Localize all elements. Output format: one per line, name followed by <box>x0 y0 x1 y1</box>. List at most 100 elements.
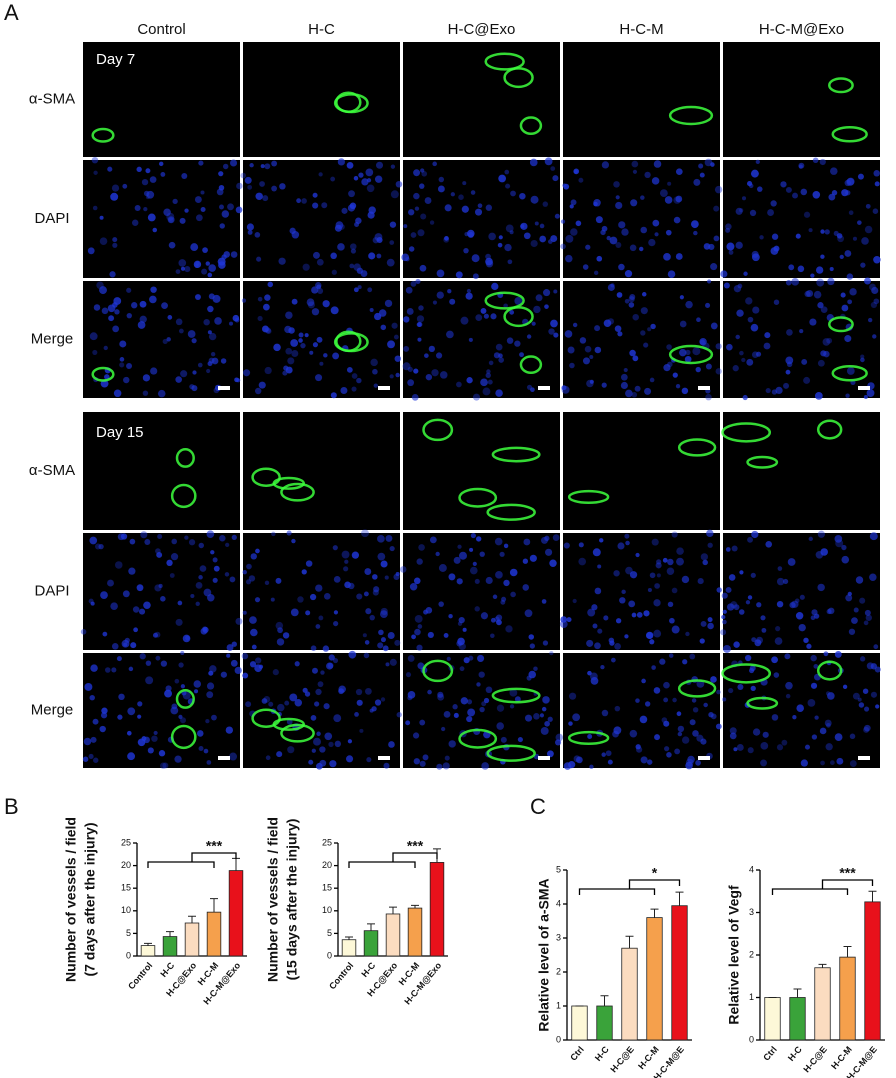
nucleus <box>160 762 167 770</box>
micrograph <box>563 412 720 530</box>
nucleus <box>469 566 478 575</box>
nucleus <box>614 642 621 650</box>
y-axis-label: Number of vessels / field <box>63 817 79 982</box>
nucleus <box>456 578 463 585</box>
micrograph <box>403 651 564 770</box>
nucleus <box>803 637 809 644</box>
nucleus <box>498 174 506 183</box>
nucleus <box>677 731 683 737</box>
bracket <box>771 888 849 895</box>
nucleus <box>629 294 636 300</box>
nucleus <box>181 172 188 179</box>
nucleus <box>151 735 158 742</box>
nucleus <box>750 572 756 578</box>
nucleus <box>424 353 429 358</box>
nucleus <box>715 368 722 375</box>
nucleus <box>301 198 307 204</box>
nucleus <box>526 334 532 339</box>
nucleus <box>278 257 286 265</box>
nucleus <box>261 325 269 333</box>
nucleus <box>114 561 123 569</box>
nucleus <box>354 712 359 717</box>
micrograph <box>559 529 722 650</box>
nucleus <box>531 321 536 326</box>
nucleus <box>771 233 779 240</box>
nucleus <box>568 721 573 726</box>
nucleus <box>594 587 602 595</box>
scale-bar <box>698 756 710 760</box>
nucleus <box>873 298 880 305</box>
nucleus <box>123 376 130 384</box>
nucleus <box>469 547 474 552</box>
nucleus <box>145 660 152 666</box>
nucleus <box>728 688 734 694</box>
nucleus <box>615 618 622 624</box>
nucleus <box>218 171 224 177</box>
nucleus <box>526 675 532 681</box>
nucleus <box>710 162 715 167</box>
nucleus <box>554 213 560 219</box>
nucleus <box>196 730 204 737</box>
nucleus <box>154 631 161 638</box>
nucleus <box>485 204 493 211</box>
nucleus <box>555 739 562 746</box>
nucleus <box>617 331 623 337</box>
nucleus <box>844 335 852 343</box>
nucleus <box>300 342 306 349</box>
nucleus <box>825 743 833 751</box>
scale-bar <box>218 386 230 390</box>
nucleus <box>786 329 793 336</box>
nucleus <box>752 728 761 736</box>
nucleus <box>736 744 744 751</box>
nucleus <box>864 706 870 712</box>
nucleus <box>754 639 762 647</box>
vessel <box>816 419 843 440</box>
nucleus <box>180 717 186 724</box>
nucleus <box>171 538 178 545</box>
row-label: DAPI <box>34 582 69 599</box>
nucleus <box>849 760 857 767</box>
nucleus <box>158 583 163 588</box>
nucleus <box>617 542 625 550</box>
nucleus <box>523 538 531 546</box>
nucleus <box>539 223 545 229</box>
row-label: DAPI <box>34 210 69 227</box>
nucleus <box>367 287 373 293</box>
nucleus <box>356 267 364 274</box>
nucleus <box>603 319 612 328</box>
micrograph <box>242 529 401 652</box>
nucleus <box>444 236 449 241</box>
nucleus <box>824 229 830 235</box>
micrograph <box>720 530 880 653</box>
error-bar <box>411 904 419 909</box>
nucleus <box>836 233 843 239</box>
nucleus <box>710 713 717 720</box>
nucleus <box>458 551 467 560</box>
nucleus <box>210 351 216 357</box>
nucleus <box>234 666 242 675</box>
nucleus <box>648 238 656 247</box>
nucleus <box>407 379 415 387</box>
nucleus <box>267 281 274 288</box>
nucleus <box>468 337 473 342</box>
nucleus <box>698 163 704 169</box>
error-bar <box>818 963 827 968</box>
nucleus <box>690 220 699 229</box>
nucleus <box>776 744 784 751</box>
nucleus <box>194 196 202 203</box>
nucleus <box>544 157 553 166</box>
nucleus <box>607 759 613 765</box>
bar <box>184 922 200 957</box>
nucleus <box>262 195 269 202</box>
nucleus <box>200 207 206 213</box>
nucleus <box>341 550 350 559</box>
nucleus <box>609 236 618 245</box>
nucleus <box>774 637 783 645</box>
nucleus <box>830 760 835 765</box>
nucleus <box>747 595 753 600</box>
nucleus <box>488 360 494 366</box>
nucleus <box>799 594 805 600</box>
nucleus <box>301 569 307 575</box>
nucleus <box>395 372 400 378</box>
nucleus <box>311 308 320 316</box>
